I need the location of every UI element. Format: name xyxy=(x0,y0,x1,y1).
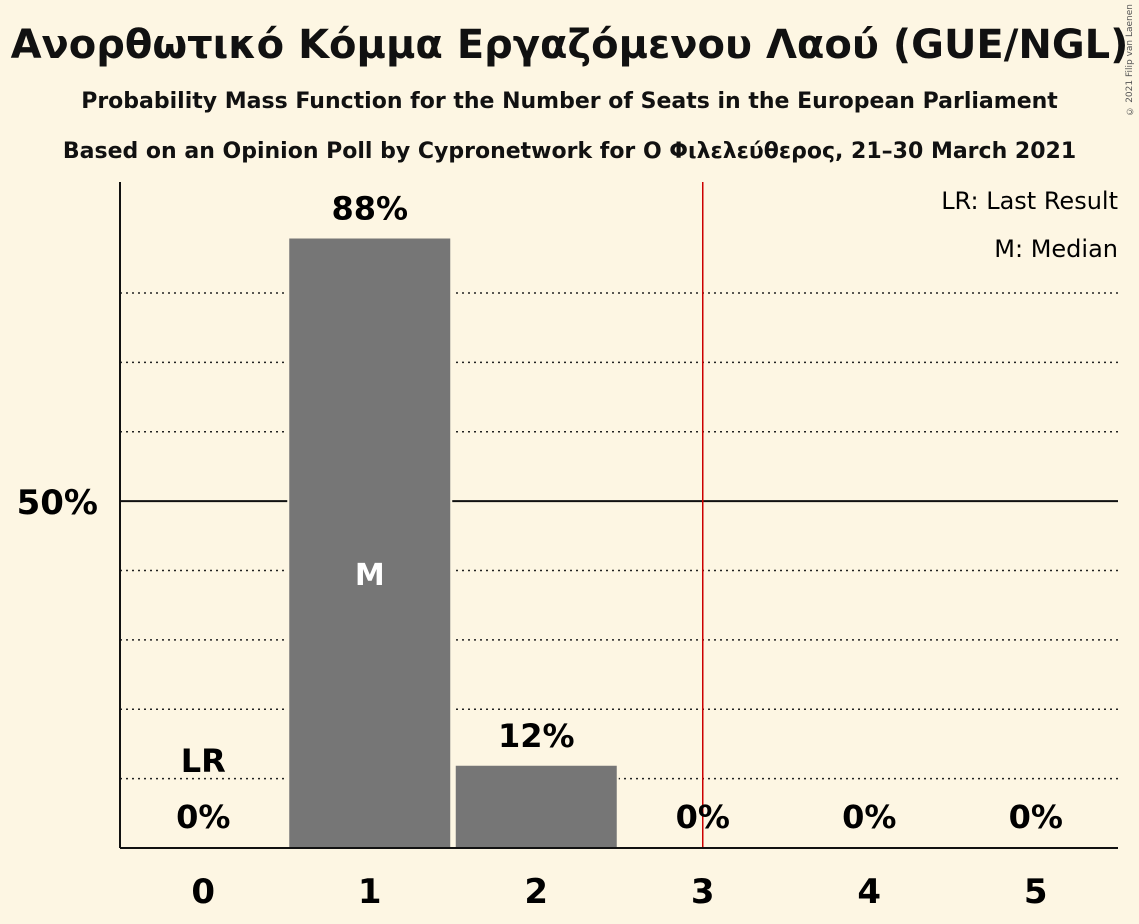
x-tick-label: 5 xyxy=(1024,872,1048,912)
bar-1 xyxy=(287,236,453,849)
labels: 50% 0% 88% 12% 0% 0% 0% M LR 0 1 2 3 4 5 xyxy=(17,190,1063,913)
chart-title: Ανορθωτικό Κόμμα Εργαζόμενου Λαού (GUE/N… xyxy=(10,22,1129,68)
legend-median: M: Median xyxy=(994,235,1118,263)
legend-last-result: LR: Last Result xyxy=(941,187,1118,215)
x-tick-label: 2 xyxy=(524,872,548,912)
x-tick-label: 0 xyxy=(191,872,215,912)
value-label: 0% xyxy=(676,798,730,836)
value-label: 0% xyxy=(176,798,230,836)
value-label: 12% xyxy=(498,717,575,755)
value-label: 88% xyxy=(331,190,408,228)
value-label: 0% xyxy=(842,798,896,836)
bars xyxy=(287,236,619,849)
bar-2 xyxy=(453,763,619,849)
chart-subtitle: Probability Mass Function for the Number… xyxy=(81,89,1058,114)
value-label: 0% xyxy=(1009,798,1063,836)
x-tick-label: 4 xyxy=(857,872,881,912)
x-tick-label: 3 xyxy=(691,872,715,912)
x-tick-label: 1 xyxy=(358,872,382,912)
chart-subtitle-source: Based on an Opinion Poll by Cypronetwork… xyxy=(62,139,1077,164)
last-result-marker: LR xyxy=(181,742,226,780)
y-tick-label: 50% xyxy=(17,483,98,523)
median-marker: M xyxy=(355,558,385,593)
gridlines xyxy=(120,182,1118,848)
